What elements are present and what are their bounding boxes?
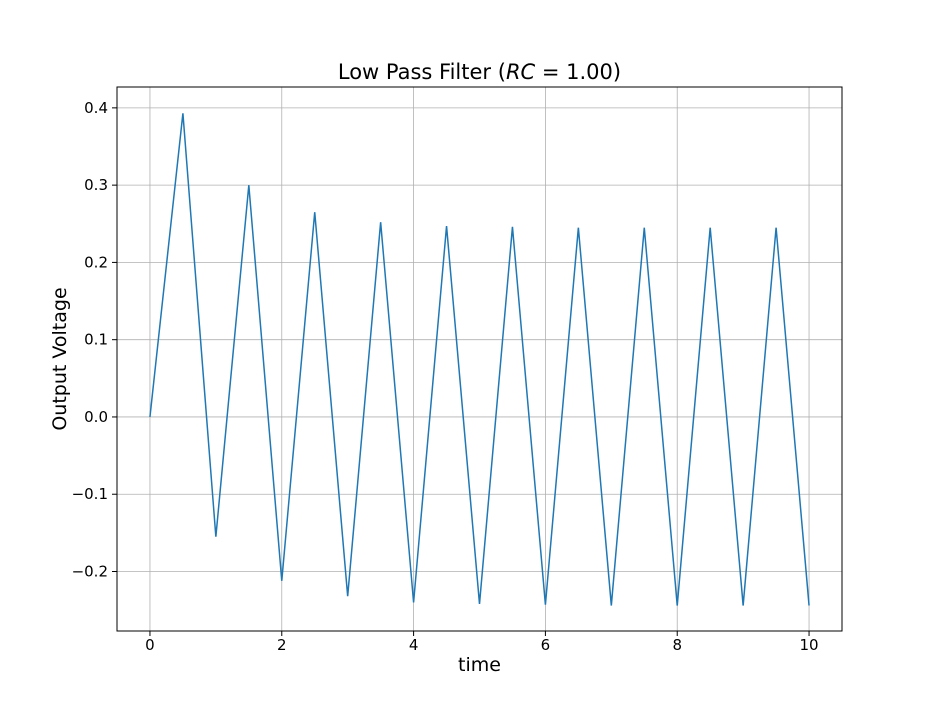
plot-frame [116,86,843,632]
axis-ticks: 0 2 4 6 8 10 −0.2 −0.1 0.0 0.1 0.2 0.3 0.4 [72,99,819,654]
y-tick-label: −0.2 [72,563,108,581]
title-suffix: ) [613,60,621,84]
x-tick-label: 0 [145,636,155,654]
y-axis-label: Output Voltage [49,287,71,430]
y-tick-label: −0.1 [72,485,108,503]
y-tick-label: 0.4 [84,99,108,117]
title-prefix: Low Pass Filter ( [338,60,506,84]
y-tick-label: 0.0 [84,408,108,426]
x-tick-label: 2 [277,636,287,654]
series-line [149,113,810,606]
y-tick-label: 0.1 [84,331,108,349]
y-tick-label: 0.3 [84,176,108,194]
x-tick-label: 6 [541,636,551,654]
plot-area [117,87,842,631]
series-layer [149,113,810,606]
title-math-value: = 1.00 [535,60,613,84]
x-tick-label: 8 [672,636,682,654]
y-tick-label: 0.2 [84,253,108,271]
grid-lines [117,87,842,631]
chart-title: Low Pass Filter (RC = 1.00) [338,60,621,84]
x-tick-label: 4 [409,636,419,654]
x-tick-label: 10 [799,636,818,654]
title-math-variable: RC [506,60,536,84]
x-axis-label: time [458,654,501,676]
